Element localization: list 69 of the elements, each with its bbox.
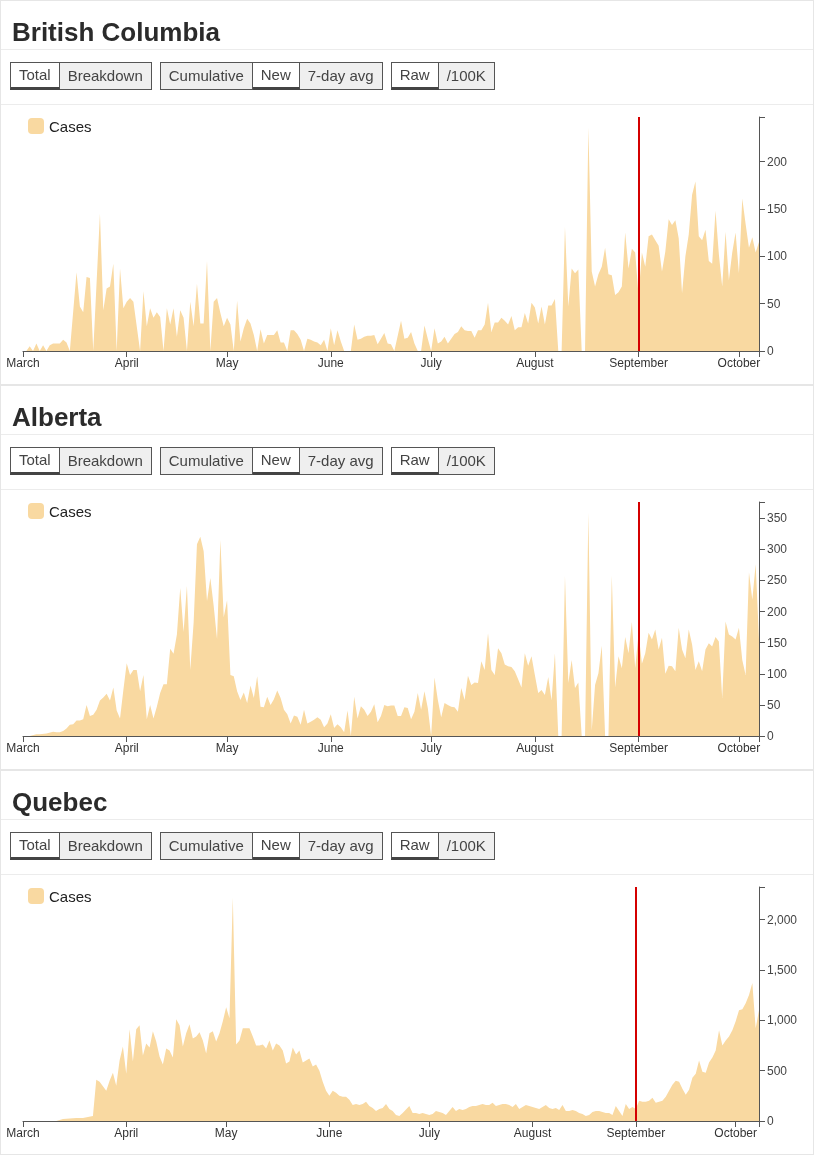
x-tick-label: June [317, 741, 345, 755]
y-tick-label: 100 [767, 666, 788, 681]
x-tick-label: March [6, 356, 40, 370]
x-tick-label: June [317, 356, 345, 370]
chart-title: Quebec [12, 787, 108, 817]
y-tick-label: 1,000 [767, 1013, 798, 1028]
x-tick-label: May [215, 741, 239, 755]
y-tick-label: 350 [767, 511, 788, 526]
x-tick-label: August [516, 741, 555, 755]
y-tick-label: 0 [767, 729, 774, 743]
y-tick-label: 0 [767, 1114, 774, 1128]
x-tick-label: April [114, 1126, 139, 1140]
x-tick-label: March [6, 1126, 40, 1140]
x-tick-label: April [114, 356, 139, 370]
toggle-button: /100K [438, 832, 495, 860]
x-tick-label: October [717, 356, 761, 370]
x-tick-label: July [420, 356, 442, 370]
legend-label: Cases [49, 887, 92, 905]
y-tick-label: 250 [767, 573, 788, 588]
x-tick-label: March [6, 741, 40, 755]
toggle-button: 7-day avg [299, 62, 383, 90]
toggle-button: Total [10, 832, 60, 860]
toggle-button: New [252, 62, 300, 90]
x-tick-label: July [420, 741, 442, 755]
y-tick-label: 50 [767, 697, 781, 712]
toggle-button: Raw [390, 62, 439, 90]
toggle-button: New [252, 447, 300, 475]
toggle-button: Total [10, 447, 60, 475]
y-tick-label: 1,500 [767, 962, 798, 977]
legend-label: Cases [49, 502, 92, 520]
toggle-button: /100K [438, 447, 495, 475]
x-tick-label: October [717, 741, 761, 755]
x-tick-label: September [609, 741, 668, 755]
y-tick-label: 100 [767, 249, 788, 264]
y-tick-label: 300 [767, 542, 788, 557]
y-tick-label: 500 [767, 1063, 788, 1078]
toggle-button: Total [10, 62, 60, 90]
y-tick-label: 200 [767, 154, 788, 169]
toggle-button: Breakdown [59, 62, 152, 90]
toggle-button: Breakdown [59, 832, 152, 860]
x-tick-label: May [215, 356, 239, 370]
toggle-button: /100K [438, 62, 495, 90]
toggle-button: New [252, 832, 300, 860]
y-tick-label: 200 [767, 604, 788, 619]
y-tick-label: 2,000 [767, 912, 798, 927]
y-tick-label: 50 [767, 296, 781, 311]
toggle-button: Raw [390, 447, 439, 475]
toggle-button: Cumulative [159, 447, 253, 475]
chart-title: British Columbia [12, 17, 221, 47]
x-tick-label: October [714, 1126, 758, 1140]
legend-label: Cases [49, 117, 92, 135]
x-tick-label: July [418, 1126, 440, 1140]
x-tick-label: June [316, 1126, 343, 1140]
x-tick-label: September [606, 1126, 666, 1140]
toggle-button: Breakdown [59, 447, 152, 475]
x-tick-label: September [609, 356, 668, 370]
x-tick-label: August [513, 1126, 552, 1140]
toggle-button: Cumulative [159, 62, 253, 90]
y-tick-label: 150 [767, 201, 788, 216]
toggle-button: Raw [390, 832, 439, 860]
toggle-button: Cumulative [159, 832, 253, 860]
toggle-button: 7-day avg [299, 447, 383, 475]
x-tick-label: May [214, 1126, 238, 1140]
toggle-button: 7-day avg [299, 832, 383, 860]
y-tick-label: 150 [767, 635, 788, 650]
x-tick-label: April [114, 741, 139, 755]
x-tick-label: August [516, 356, 555, 370]
chart-title: Alberta [12, 402, 102, 432]
y-tick-label: 0 [767, 344, 774, 358]
